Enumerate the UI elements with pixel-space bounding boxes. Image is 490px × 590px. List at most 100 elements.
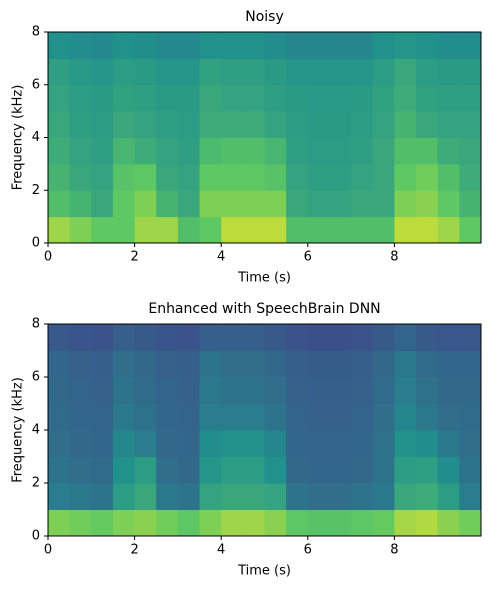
heat-cell	[372, 509, 395, 537]
heat-cell	[329, 377, 352, 404]
y-tick-label: 0	[32, 529, 40, 544]
heat-cell	[351, 483, 374, 510]
heat-cell	[264, 58, 287, 86]
x-axis-label: Time (s)	[237, 271, 291, 286]
heat-cell	[351, 84, 374, 112]
heat-cell	[91, 324, 114, 351]
heat-cell	[156, 58, 179, 86]
heat-cell	[199, 32, 222, 59]
heat-cell	[199, 163, 222, 191]
heat-cell	[112, 324, 136, 351]
heat-cell	[69, 377, 92, 404]
heat-cell	[394, 509, 417, 537]
heat-cell	[372, 377, 395, 404]
heat-cell	[307, 456, 330, 484]
heat-cell	[242, 456, 265, 484]
heat-cell	[372, 350, 395, 378]
heat-cell	[242, 190, 265, 218]
heat-cell	[156, 163, 179, 191]
heat-cell	[351, 32, 374, 59]
heat-cell	[286, 509, 309, 537]
heat-cell	[91, 163, 114, 191]
heat-cell	[307, 137, 330, 165]
heat-cell	[69, 456, 92, 484]
heat-cell	[177, 324, 201, 351]
heat-cell	[48, 403, 71, 431]
heat-cell	[264, 324, 287, 351]
heat-cell	[221, 190, 244, 218]
heat-cell	[199, 403, 222, 431]
heat-cell	[112, 509, 136, 537]
heat-cell	[416, 509, 439, 537]
heat-cell	[221, 84, 244, 112]
x-tick-label: 6	[304, 543, 312, 558]
heat-cell	[459, 456, 482, 484]
heat-cell	[351, 403, 374, 431]
heat-cell	[264, 403, 287, 431]
heat-cell	[199, 350, 222, 378]
heat-cell	[307, 377, 330, 404]
heat-cell	[329, 483, 352, 510]
heat-cell	[134, 509, 157, 537]
heat-cell	[286, 58, 309, 86]
heat-cell	[351, 324, 374, 351]
heat-cell	[134, 84, 157, 112]
heat-cell	[351, 58, 374, 86]
heat-cell	[394, 483, 417, 510]
heat-cell	[286, 483, 309, 510]
heat-cell	[112, 350, 136, 378]
heat-cell	[264, 483, 287, 510]
y-tick-label: 4	[32, 130, 40, 145]
heat-cell	[416, 32, 439, 59]
heat-cell	[307, 350, 330, 378]
heat-cell	[437, 137, 460, 165]
heat-cell	[221, 58, 244, 86]
heat-cell	[242, 32, 265, 59]
heat-cell	[286, 111, 309, 138]
heat-cell	[242, 377, 265, 404]
heat-cell	[91, 377, 114, 404]
heat-cell	[351, 509, 374, 537]
heat-cell	[91, 190, 114, 218]
heat-cell	[372, 111, 395, 138]
x-tick-label: 0	[44, 543, 52, 558]
heat-cell	[286, 377, 309, 404]
heat-cell	[91, 216, 114, 244]
heat-cell	[351, 216, 374, 244]
heat-cell	[177, 111, 201, 138]
heat-cell	[286, 190, 309, 218]
heat-cell	[242, 137, 265, 165]
heat-cell	[134, 403, 157, 431]
heat-cell	[307, 324, 330, 351]
heat-cell	[112, 483, 136, 510]
heat-cell	[48, 509, 71, 537]
heat-cell	[156, 483, 179, 510]
y-tick-label: 6	[32, 77, 40, 92]
y-axis-label: Frequency (kHz)	[11, 85, 26, 191]
heat-cell	[286, 324, 309, 351]
heat-cell	[329, 58, 352, 86]
heat-cell	[112, 137, 136, 165]
heat-cell	[307, 216, 330, 244]
heat-cell	[69, 430, 92, 457]
heat-cell	[69, 509, 92, 537]
heat-cell	[134, 430, 157, 457]
heat-cell	[286, 350, 309, 378]
heat-cell	[394, 111, 417, 138]
heat-cell	[394, 324, 417, 351]
heat-cell	[459, 58, 482, 86]
heat-cell	[156, 32, 179, 59]
heat-cell	[112, 111, 136, 138]
heat-cell	[112, 430, 136, 457]
heat-cell	[329, 163, 352, 191]
heat-cell	[437, 58, 460, 86]
heat-cell	[351, 430, 374, 457]
heat-cell	[134, 350, 157, 378]
heat-cell	[48, 111, 71, 138]
heat-cell	[199, 430, 222, 457]
heat-cell	[69, 350, 92, 378]
heat-cell	[329, 84, 352, 112]
heat-cell	[112, 84, 136, 112]
heat-cell	[286, 456, 309, 484]
heat-cell	[221, 163, 244, 191]
